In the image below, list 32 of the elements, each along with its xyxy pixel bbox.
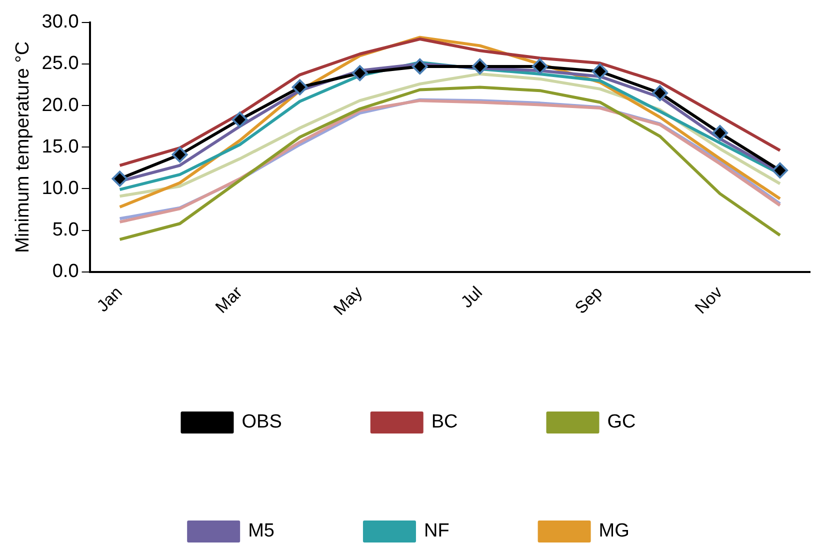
point	[292, 79, 308, 96]
legend-label: OBS	[242, 412, 282, 433]
y-tick-label: 30.0	[42, 12, 79, 33]
point	[712, 124, 728, 141]
x-tick-label: Jan	[93, 282, 126, 316]
point	[172, 146, 188, 163]
y-tick-label: 15.0	[42, 136, 79, 158]
legend-label: M5	[248, 520, 274, 542]
legend-label: MG	[598, 520, 630, 542]
x-tick-label: May	[330, 282, 366, 319]
point	[772, 162, 788, 178]
x-tick-label: Mar	[212, 282, 246, 317]
point	[352, 65, 368, 82]
y-tick-label: 25.0	[42, 53, 79, 74]
y-tick-label: 0.0	[52, 261, 79, 282]
point	[112, 170, 128, 187]
y-tick-label: 20.0	[42, 94, 79, 116]
point	[592, 63, 608, 80]
point	[412, 58, 428, 74]
legend-label: NF	[424, 520, 450, 542]
point	[232, 112, 248, 128]
point	[532, 58, 548, 74]
x-tick-label: Jul	[457, 282, 486, 312]
point	[652, 85, 668, 102]
y-axis-title: Minimum temperature °C	[12, 41, 34, 253]
x-tick-label: Nov	[691, 282, 726, 318]
legend-label: GC	[607, 412, 636, 433]
y-tick-label: 5.0	[52, 220, 79, 241]
x-tick-label: Sep	[571, 282, 606, 318]
legend-label: BC	[431, 412, 458, 433]
point	[472, 58, 488, 74]
y-tick-label: 10.0	[42, 178, 79, 199]
